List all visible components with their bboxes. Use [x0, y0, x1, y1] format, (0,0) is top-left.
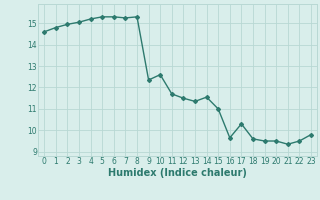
X-axis label: Humidex (Indice chaleur): Humidex (Indice chaleur): [108, 168, 247, 178]
